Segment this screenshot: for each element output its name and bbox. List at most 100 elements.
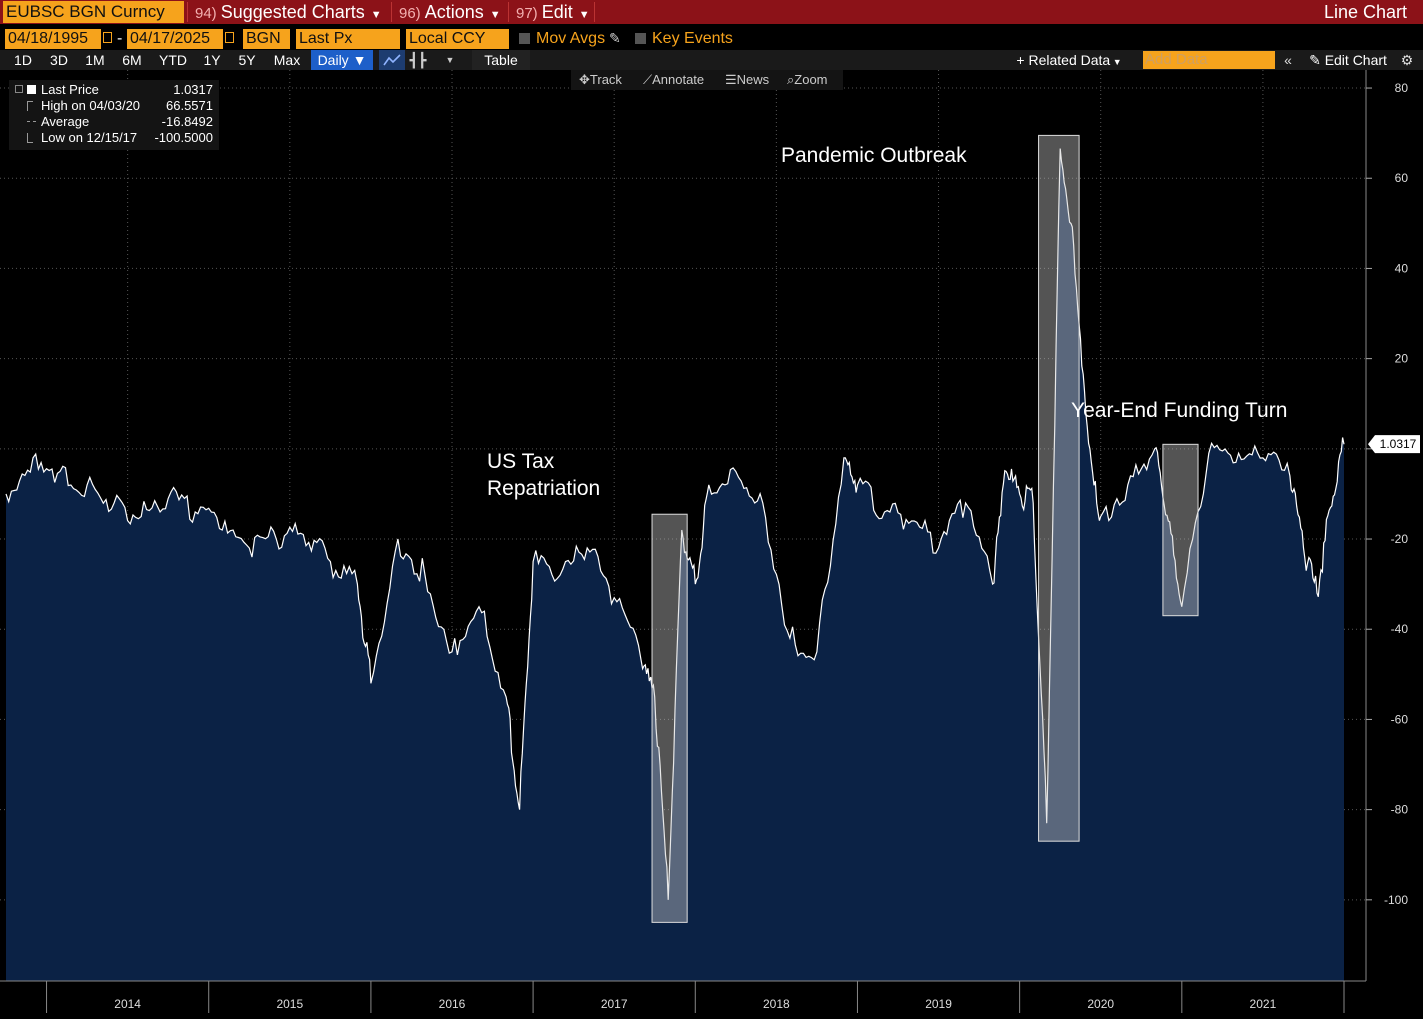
average-marker-icon — [27, 121, 36, 122]
highlight-year-end — [1162, 443, 1199, 617]
period-1m-button[interactable]: 1M — [85, 52, 105, 68]
edit-chart-label: Edit Chart — [1324, 52, 1387, 68]
legend-low: Low on 12/15/17 -100.5000 — [9, 130, 219, 146]
chevron-down-icon: ▼ — [578, 9, 590, 21]
y-tick-label: 80 — [1395, 81, 1409, 95]
legend-value: 66.5571 — [166, 98, 213, 113]
last-value-label: 1.0317 — [1380, 437, 1417, 451]
related-data-button[interactable]: + Related Data ▼ — [1009, 50, 1129, 70]
chart-tools: ✥ Track ⟋ Annotate ☰ News ⌕ Zoom — [571, 70, 843, 90]
period-5y-button[interactable]: 5Y — [238, 52, 256, 68]
table-button[interactable]: Table — [472, 50, 530, 70]
gear-icon[interactable]: ⚙ — [1400, 52, 1414, 68]
add-data-input[interactable]: Add Data — [1143, 51, 1275, 69]
high-marker-icon — [27, 101, 33, 111]
annotate-label: Annotate — [652, 72, 705, 87]
separator — [508, 2, 509, 22]
start-date-field[interactable]: 04/18/1995 — [5, 29, 101, 49]
end-date-field[interactable]: 04/17/2025 — [127, 29, 223, 49]
settings-bar: 04/18/1995 - 04/17/2025 BGN Last Px Loca… — [0, 28, 1423, 50]
highlight-pandemic — [1038, 134, 1080, 842]
period-3d-button[interactable]: 3D — [50, 52, 68, 68]
actions-menu[interactable]: 96) Actions ▼ — [399, 0, 501, 24]
edit-menu[interactable]: 97) Edit ▼ — [516, 0, 590, 24]
period-6m-button[interactable]: 6M — [122, 52, 142, 68]
annotation-year-end: Year-End Funding Turn — [1071, 399, 1288, 422]
source-field[interactable]: BGN — [243, 29, 290, 49]
line-chart-icon[interactable] — [379, 50, 405, 70]
legend-label: Last Price — [41, 82, 99, 97]
separator — [187, 2, 188, 22]
chevron-down-icon: ▼ — [370, 9, 382, 21]
menu-label: Suggested Charts — [220, 2, 365, 22]
separator — [391, 2, 392, 22]
frequency-label: Daily — [317, 52, 349, 68]
price-field-select[interactable]: Last Px — [296, 29, 400, 49]
y-tick-label: -20 — [1391, 532, 1409, 546]
zoom-tool[interactable]: ⌕ Zoom — [787, 70, 828, 90]
x-tick-label: 2018 — [763, 997, 790, 1011]
legend-average: Average -16.8492 — [9, 114, 219, 130]
zoom-label: Zoom — [794, 72, 828, 87]
menu-label: Actions — [424, 2, 484, 22]
low-marker-icon — [27, 133, 33, 143]
x-tick-label: 2019 — [925, 997, 952, 1011]
x-tick-label: 2015 — [276, 997, 303, 1011]
mov-avgs-checkbox[interactable] — [519, 33, 530, 44]
period-ytd-button[interactable]: YTD — [159, 52, 187, 68]
legend-label: High on 04/03/20 — [41, 98, 141, 113]
last-value-marker — [1368, 435, 1420, 454]
chart-type-title: Line Chart — [1323, 2, 1407, 22]
track-label: Track — [589, 72, 622, 87]
ticker-field[interactable]: EUBSC BGN Curncy — [3, 1, 184, 23]
menu-number: 94) — [195, 5, 217, 22]
key-events-checkbox[interactable] — [635, 33, 646, 44]
x-tick-label: 2016 — [439, 997, 466, 1011]
period-1y-button[interactable]: 1Y — [203, 52, 221, 68]
y-tick-label: -40 — [1391, 622, 1409, 636]
x-tick-label: 2014 — [114, 997, 141, 1011]
legend-high: High on 04/03/20 66.5571 — [9, 98, 219, 114]
x-tick-label: 2021 — [1250, 997, 1277, 1011]
price-area — [5, 148, 1345, 981]
period-1d-button[interactable]: 1D — [14, 52, 32, 68]
x-axis: 2014 2015 2016 2017 2018 2019 2020 2021 — [0, 980, 1366, 1013]
period-max-button[interactable]: Max — [273, 52, 301, 68]
series-color-icon — [27, 85, 36, 94]
edit-chart-button[interactable]: ✎ Edit Chart — [1302, 50, 1394, 70]
calendar-icon[interactable] — [103, 32, 112, 43]
y-tick-label: -60 — [1391, 712, 1409, 726]
legend-value: -100.5000 — [154, 130, 213, 145]
calendar-icon[interactable] — [225, 32, 234, 43]
collapse-box-icon[interactable] — [15, 85, 23, 93]
chevron-down-icon[interactable]: ▼ — [445, 55, 455, 65]
frequency-select[interactable]: Daily ▼ — [311, 50, 373, 70]
event-highlights — [651, 134, 1199, 923]
key-events-label[interactable]: Key Events — [652, 30, 733, 47]
menu-label: Edit — [541, 2, 573, 22]
annotation-tax: US Tax Repatriation — [487, 450, 601, 500]
y-tick-label: 20 — [1395, 352, 1409, 366]
currency-select[interactable]: Local CCY — [406, 29, 509, 49]
annotate-tool[interactable]: ⟋ Annotate — [643, 70, 704, 90]
plus-icon: + — [1016, 52, 1029, 68]
y-tick-label: -100 — [1384, 893, 1408, 907]
news-tool[interactable]: ☰ News — [725, 70, 769, 90]
mov-avgs-label[interactable]: Mov Avgs — [536, 30, 606, 47]
pencil-icon[interactable]: ✎ — [609, 30, 621, 46]
date-dash: - — [117, 30, 123, 47]
series-area-fill — [6, 148, 1344, 981]
chevron-down-icon: ▼ — [352, 52, 367, 68]
x-tick-label: 2017 — [601, 997, 628, 1011]
legend-last-price[interactable]: Last Price 1.0317 — [9, 82, 219, 98]
suggested-charts-menu[interactable]: 94) Suggested Charts ▼ — [195, 0, 382, 24]
chevron-down-icon: ▼ — [489, 9, 501, 21]
track-tool[interactable]: ✥ Track — [579, 70, 622, 90]
collapse-icon[interactable]: « — [1284, 52, 1292, 68]
bar-chart-icon[interactable]: ┫┣ — [409, 52, 427, 68]
pencil-icon: ✎ — [1309, 52, 1325, 68]
menu-number: 96) — [399, 5, 421, 22]
y-tick-label: 40 — [1395, 261, 1409, 275]
legend-label: Average — [41, 114, 90, 129]
